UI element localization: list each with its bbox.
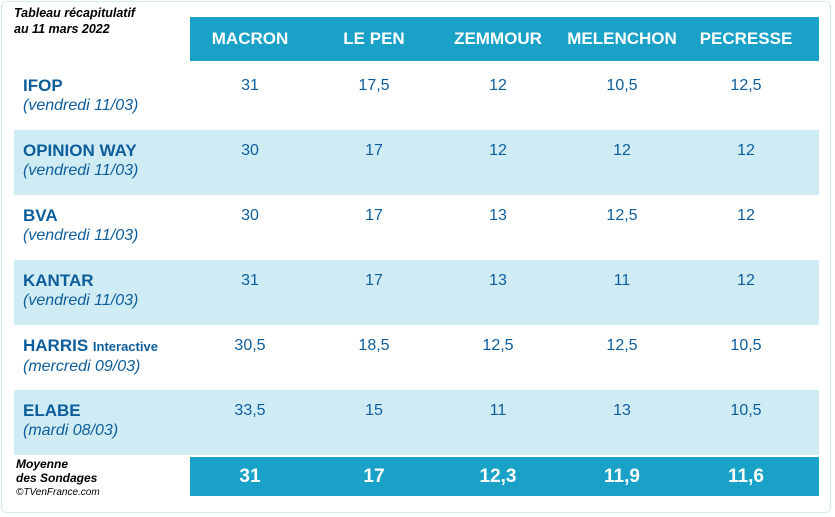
pollster-name: ELABE: [23, 401, 190, 421]
pollster-cell: IFOP (vendredi 11/03): [14, 65, 190, 130]
polls-table: IFOP (vendredi 11/03) 31 17,5 12 10,5 12,5 OPIN…: [14, 65, 819, 455]
value-macron: 33,5: [234, 402, 266, 419]
value-pecresse: 10,5: [730, 402, 762, 419]
value-macron: 30: [241, 207, 259, 224]
average-pecresse: 11,6: [728, 466, 764, 487]
pollster-cell: ELABE (mardi 08/03): [14, 390, 190, 455]
header-melenchon: MELENCHON: [567, 29, 677, 48]
average-melenchon: 11,9: [604, 466, 640, 487]
pollster-org: KANTAR: [23, 271, 94, 290]
pollster-cell: BVA (vendredi 11/03): [14, 195, 190, 260]
value-melenchon: 12: [613, 142, 631, 159]
table-row: HARRIS Interactive (mercredi 09/03) 30,5 18…: [14, 325, 819, 390]
value-melenchon: 10,5: [606, 77, 638, 94]
value-macron: 31: [241, 77, 259, 94]
value-zemmour: 11: [489, 402, 507, 419]
header-le-pen: LE PEN: [343, 29, 405, 48]
pollster-cell: OPINION WAY (vendredi 11/03): [14, 130, 190, 195]
header-zemmour: ZEMMOUR: [454, 29, 542, 48]
table-row: BVA (vendredi 11/03) 30 17 13 12,5 12: [14, 195, 819, 260]
table-row: KANTAR (vendredi 11/03) 31 17 13 11 12: [14, 260, 819, 325]
poll-date: (vendredi 11/03): [23, 292, 139, 309]
value-zemmour: 12: [489, 77, 507, 94]
table-row: ELABE (mardi 08/03) 33,5 15 11 13 10,5: [14, 390, 819, 455]
average-row: 31 17 12,3 11,9 11,6: [190, 457, 819, 496]
poll-date: (vendredi 11/03): [23, 227, 139, 244]
average-macron: 31: [239, 466, 261, 487]
pollster-org: BVA: [23, 206, 58, 225]
pollster-org: OPINION WAY: [23, 141, 137, 160]
value-pecresse: 10,5: [730, 337, 762, 354]
average-label-line-2: des Sondages: [16, 470, 98, 485]
credit-text: ©TVenFrance.com: [16, 487, 100, 498]
value-melenchon: 11: [613, 272, 631, 289]
pollster-org: IFOP: [23, 76, 63, 95]
candidates-header: MACRON LE PEN ZEMMOUR MELENCHON PECRESSE: [190, 17, 819, 61]
pollster-name: KANTAR: [23, 271, 190, 291]
table-row: IFOP (vendredi 11/03) 31 17,5 12 10,5 12,5: [14, 65, 819, 130]
header-pecresse: PECRESSE: [699, 29, 793, 48]
pollster-org: ELABE: [23, 401, 81, 420]
value-le-pen: 15: [365, 402, 383, 419]
average-label: Moyenne des Sondages ©TVenFrance.com: [16, 457, 186, 500]
table-caption: Tableau récapitulatif au 11 mars 2022: [14, 5, 184, 37]
pollster-name: HARRIS Interactive: [23, 336, 190, 357]
poll-date: (mercredi 09/03): [23, 358, 141, 375]
value-pecresse: 12: [737, 207, 755, 224]
value-le-pen: 18,5: [358, 337, 390, 354]
pollster-suffix: Interactive: [92, 339, 158, 354]
value-melenchon: 12,5: [606, 207, 638, 224]
value-macron: 30: [241, 142, 259, 159]
pollster-cell: HARRIS Interactive (mercredi 09/03): [14, 325, 190, 390]
value-le-pen: 17: [365, 207, 383, 224]
pollster-org: HARRIS: [23, 336, 89, 355]
value-macron: 30,5: [234, 337, 266, 354]
header-macron: MACRON: [211, 29, 289, 48]
value-pecresse: 12,5: [730, 77, 762, 94]
value-pecresse: 12: [737, 142, 755, 159]
value-le-pen: 17,5: [358, 77, 390, 94]
value-pecresse: 12: [737, 272, 755, 289]
caption-line-1: Tableau récapitulatif: [14, 6, 136, 20]
poll-date: (vendredi 11/03): [23, 162, 139, 179]
value-zemmour: 13: [489, 207, 507, 224]
value-zemmour: 13: [489, 272, 507, 289]
value-melenchon: 13: [613, 402, 631, 419]
average-le-pen: 17: [363, 466, 385, 487]
value-le-pen: 17: [365, 142, 383, 159]
value-macron: 31: [241, 272, 259, 289]
average-label-line-1: Moyenne: [16, 457, 69, 471]
value-zemmour: 12: [489, 142, 507, 159]
value-le-pen: 17: [365, 272, 383, 289]
pollster-name: IFOP: [23, 76, 190, 96]
value-zemmour: 12,5: [482, 337, 514, 354]
poll-date: (vendredi 11/03): [23, 97, 139, 114]
pollster-cell: KANTAR (vendredi 11/03): [14, 260, 190, 325]
pollster-name: OPINION WAY: [23, 141, 190, 161]
value-melenchon: 12,5: [606, 337, 638, 354]
average-zemmour: 12,3: [479, 466, 517, 487]
table-row: OPINION WAY (vendredi 11/03) 30 17 12 12 12: [14, 130, 819, 195]
poll-date: (mardi 08/03): [23, 422, 119, 439]
pollster-name: BVA: [23, 206, 190, 226]
caption-line-2: au 11 mars 2022: [14, 22, 110, 36]
